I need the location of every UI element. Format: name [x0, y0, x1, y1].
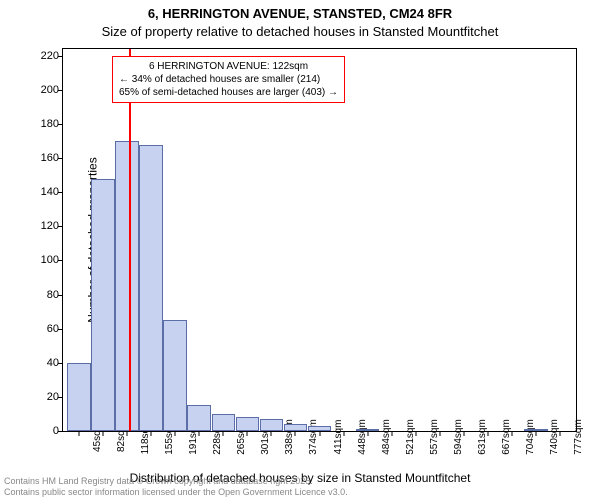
y-tick-mark: [58, 226, 63, 227]
x-tick-label: 374sqm: [295, 419, 319, 455]
histogram-bar: [115, 141, 139, 431]
footer-line2: Contains public sector information licen…: [4, 487, 348, 498]
annotation-line: 65% of semi-detached houses are larger (…: [119, 86, 338, 99]
chart-container: 6, HERRINGTON AVENUE, STANSTED, CM24 8FR…: [0, 0, 600, 500]
y-tick-mark: [58, 192, 63, 193]
chart-title-line2: Size of property relative to detached ho…: [0, 24, 600, 39]
x-tick-label: 411sqm: [320, 420, 344, 455]
histogram-bar: [139, 145, 163, 432]
histogram-bar: [91, 179, 115, 431]
annotation-box: 6 HERRINGTON AVENUE: 122sqm← 34% of deta…: [112, 56, 345, 103]
x-tick-label: 740sqm: [536, 419, 560, 455]
footer-attribution: Contains HM Land Registry data © Crown c…: [4, 476, 348, 498]
x-tick-label: 667sqm: [488, 419, 512, 455]
y-tick-mark: [58, 295, 63, 296]
x-tick-label: 484sqm: [368, 419, 392, 455]
property-marker-line: [129, 49, 131, 431]
histogram-bar: [67, 363, 91, 431]
y-tick-mark: [58, 124, 63, 125]
y-tick-label: 140: [41, 187, 59, 197]
y-tick-label: 100: [41, 255, 59, 265]
x-tick-label: 631sqm: [464, 419, 488, 455]
y-tick-mark: [58, 158, 63, 159]
y-tick-label: 120: [41, 221, 59, 231]
histogram-bar: [163, 320, 187, 431]
y-tick-mark: [58, 397, 63, 398]
y-tick-mark: [58, 260, 63, 261]
x-tick-label: 521sqm: [392, 419, 416, 455]
y-tick-label: 160: [41, 153, 59, 163]
chart-title-line1: 6, HERRINGTON AVENUE, STANSTED, CM24 8FR: [0, 6, 600, 21]
y-tick-mark: [58, 56, 63, 57]
x-tick-label: 557sqm: [416, 419, 440, 455]
plot-area: 02040608010012014016018020022045sqm82sqm…: [62, 48, 577, 432]
y-tick-mark: [58, 90, 63, 91]
annotation-line: ← 34% of detached houses are smaller (21…: [119, 73, 338, 86]
x-tick-label: 704sqm: [512, 419, 536, 455]
y-tick-label: 220: [41, 51, 59, 61]
footer-line1: Contains HM Land Registry data © Crown c…: [4, 476, 348, 487]
y-tick-mark: [58, 431, 63, 432]
y-tick-mark: [58, 363, 63, 364]
y-tick-mark: [58, 329, 63, 330]
plot-inner: 02040608010012014016018020022045sqm82sqm…: [63, 49, 576, 431]
x-tick-label: 594sqm: [440, 419, 464, 455]
annotation-line: 6 HERRINGTON AVENUE: 122sqm: [119, 60, 338, 73]
x-tick-label: 777sqm: [560, 419, 584, 455]
y-tick-label: 200: [41, 85, 59, 95]
y-tick-label: 180: [41, 119, 59, 129]
x-tick-label: 448sqm: [344, 419, 368, 455]
